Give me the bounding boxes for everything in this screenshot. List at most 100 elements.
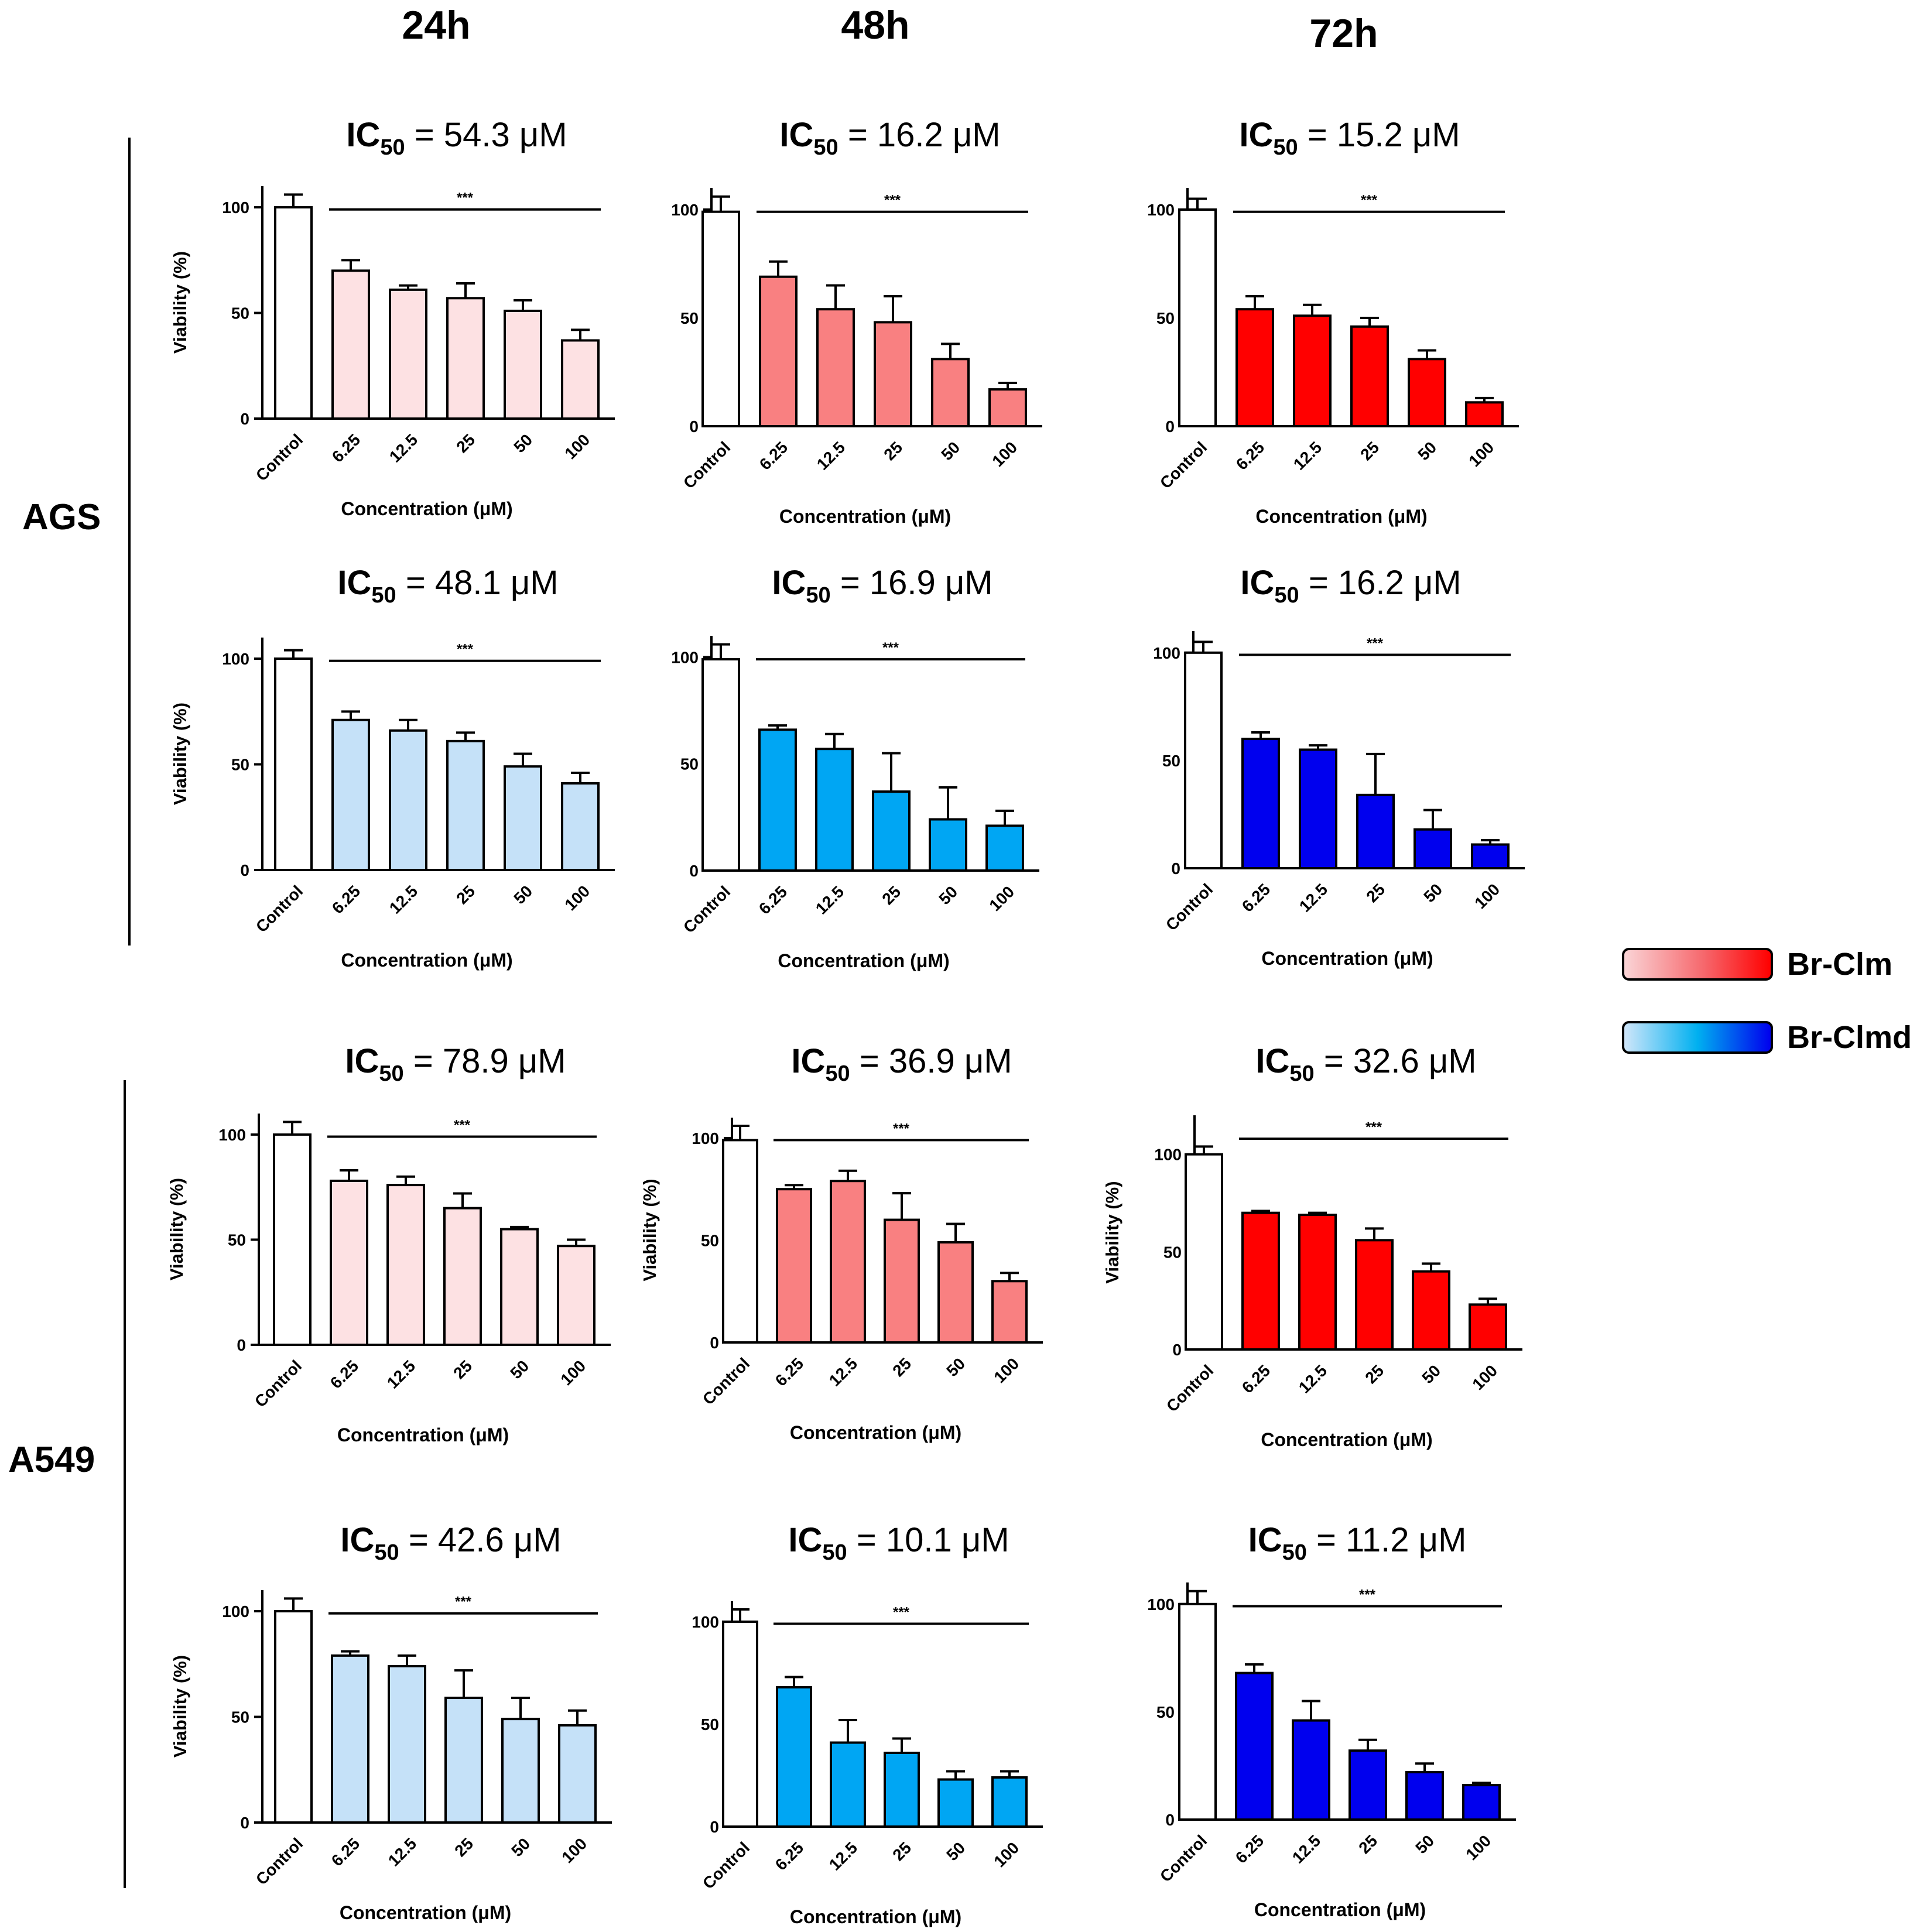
bar-12-5 — [1298, 1214, 1337, 1351]
x-axis-label: Concentration (μM) — [790, 1422, 961, 1443]
y-tick-label: 100 — [692, 1613, 719, 1631]
x-tick-label: 6.25 — [772, 1838, 807, 1873]
ic50-label: IC — [791, 1042, 825, 1080]
x-tick-label: 50 — [1420, 880, 1446, 906]
time-header-72h: 72h — [1309, 11, 1378, 56]
x-tick-label: Control — [251, 1356, 305, 1410]
x-tick-label: 100 — [557, 1356, 589, 1389]
x-axis-label: Concentration (μM) — [1261, 948, 1433, 969]
y-axis-label: Viability (%) — [639, 1179, 660, 1281]
ic50-value: 36.9 — [889, 1042, 955, 1080]
ic50-subscript: 50 — [813, 135, 838, 160]
x-tick-label: Control — [1156, 1831, 1210, 1885]
bar-control — [701, 210, 740, 427]
y-tick-label: 0 — [689, 862, 699, 880]
bar-12-5 — [1293, 314, 1332, 427]
x-tick-label: 100 — [988, 438, 1021, 470]
ic50-label: IC — [345, 1042, 379, 1080]
bar-50 — [1408, 358, 1446, 427]
ic50-label: IC — [1248, 1521, 1282, 1559]
x-axis-label: Concentration (μM) — [778, 950, 949, 971]
x-tick-label: 6.25 — [328, 882, 364, 917]
x-tick-label: Control — [252, 882, 306, 936]
x-tick-label: 6.25 — [1233, 438, 1268, 473]
ic50-unit: μM — [510, 116, 567, 154]
ic50-unit: μM — [1403, 116, 1460, 154]
x-tick-label: 50 — [510, 430, 536, 456]
ic50-unit: μM — [509, 1042, 566, 1080]
legend-item-br-clm: Br-Clm — [1622, 946, 1920, 986]
y-tick-label: 50 — [1163, 1243, 1182, 1261]
x-tick-label: Control — [680, 438, 734, 492]
y-tick-label: 50 — [680, 755, 699, 773]
ic50-label: IC — [779, 116, 813, 154]
ic50-equals: = — [396, 564, 435, 602]
x-axis-label: Concentration (μM) — [790, 1906, 961, 1927]
ic50-title: IC50 = 10.1 μM — [788, 1521, 1009, 1565]
x-tick-label: 6.25 — [328, 1834, 363, 1869]
ic50-equals: = — [1298, 116, 1337, 154]
bar-12-5 — [389, 729, 427, 872]
x-tick-label: 100 — [1469, 1361, 1501, 1393]
y-tick-label: 0 — [710, 1334, 719, 1352]
ic50-subscript: 50 — [1273, 135, 1298, 160]
y-axis-label: Viability (%) — [1102, 1181, 1122, 1283]
y-tick-label: 0 — [710, 1818, 719, 1836]
x-tick-label: 6.25 — [755, 882, 790, 917]
x-tick-label: 50 — [943, 1838, 968, 1864]
x-tick-label: 25 — [1363, 880, 1388, 906]
x-tick-label: 25 — [450, 1356, 475, 1382]
bar-control — [274, 1610, 313, 1824]
x-tick-label: 25 — [889, 1354, 915, 1380]
bar-25 — [874, 321, 912, 428]
bar-25 — [1356, 793, 1395, 870]
y-tick-label: 50 — [1156, 309, 1175, 327]
x-tick-label: 100 — [561, 882, 593, 914]
ic50-equals: = — [847, 1521, 886, 1559]
cell-line-label-ags: AGS — [22, 497, 101, 537]
x-tick-label: 50 — [935, 882, 961, 908]
bar-100 — [1465, 401, 1504, 427]
ic50-subscript: 50 — [374, 1540, 399, 1565]
y-tick-label: 0 — [237, 1336, 246, 1354]
significance-label: *** — [1365, 1119, 1382, 1135]
x-tick-label: Control — [699, 1354, 753, 1408]
ic50-equals: = — [404, 1042, 443, 1080]
ic50-unit: μM — [936, 564, 993, 602]
bar-50 — [929, 818, 967, 872]
y-tick-label: 50 — [231, 1708, 249, 1727]
a549-bracket — [124, 1080, 126, 1888]
bar-6-25 — [758, 728, 797, 872]
bar-100 — [1469, 1303, 1507, 1351]
x-tick-label: 6.25 — [328, 430, 364, 465]
y-tick-label: 50 — [1162, 752, 1180, 770]
significance-label: *** — [882, 640, 899, 656]
ic50-value: 48.1 — [435, 564, 501, 602]
bar-control — [1178, 208, 1217, 427]
x-axis-label: Concentration (μM) — [341, 950, 512, 971]
x-tick-label: 50 — [508, 1834, 533, 1860]
bar-6-25 — [331, 718, 370, 871]
bar-100 — [988, 388, 1027, 427]
ic50-subscript: 50 — [1289, 1061, 1314, 1086]
y-tick-label: 50 — [228, 1231, 246, 1249]
y-tick-label: 100 — [692, 1129, 719, 1147]
y-axis-label: Viability (%) — [170, 1655, 190, 1758]
ic50-unit: μM — [501, 564, 559, 602]
ic50-label: IC — [772, 564, 806, 602]
x-axis-label: Concentration (μM) — [779, 506, 951, 527]
significance-label: *** — [457, 190, 474, 206]
x-tick-label: Control — [1156, 438, 1210, 492]
x-tick-label: 50 — [937, 438, 963, 464]
significance-label: *** — [454, 1118, 471, 1133]
ic50-equals: = — [399, 1521, 438, 1559]
ic50-subscript: 50 — [825, 1061, 850, 1086]
bar-25 — [1355, 1239, 1394, 1351]
bar-50 — [504, 765, 542, 871]
